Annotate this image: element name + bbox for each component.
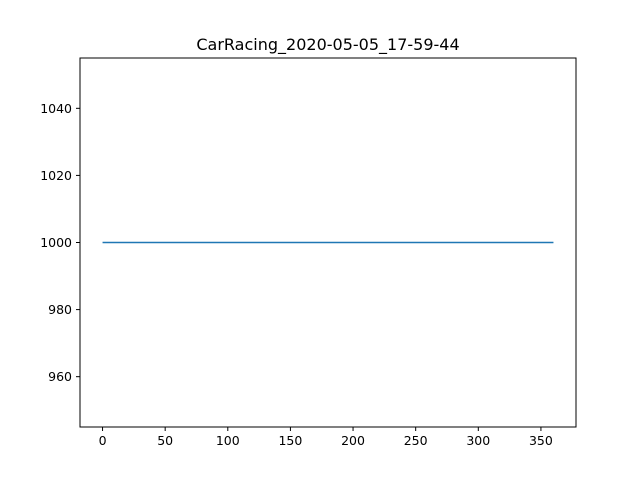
x-tick-label: 50 [157, 433, 173, 448]
x-tick-label: 150 [278, 433, 302, 448]
y-axis: 960 980 1000 1020 1040 [40, 101, 80, 384]
y-tick-label: 1040 [40, 101, 72, 116]
x-tick-label: 100 [216, 433, 240, 448]
x-tick-label: 300 [466, 433, 490, 448]
x-axis: 0 50 100 150 200 250 300 350 [99, 427, 553, 448]
chart-title: CarRacing_2020-05-05_17-59-44 [196, 35, 459, 55]
plot-frame [79, 57, 577, 428]
y-tick-label: 980 [48, 302, 72, 317]
x-tick-label: 200 [341, 433, 365, 448]
y-tick-label: 960 [48, 369, 72, 384]
x-tick-label: 250 [404, 433, 428, 448]
y-tick-label: 1020 [40, 168, 72, 183]
x-tick-label: 0 [99, 433, 107, 448]
x-tick-label: 350 [529, 433, 553, 448]
y-tick-label: 1000 [40, 235, 72, 250]
